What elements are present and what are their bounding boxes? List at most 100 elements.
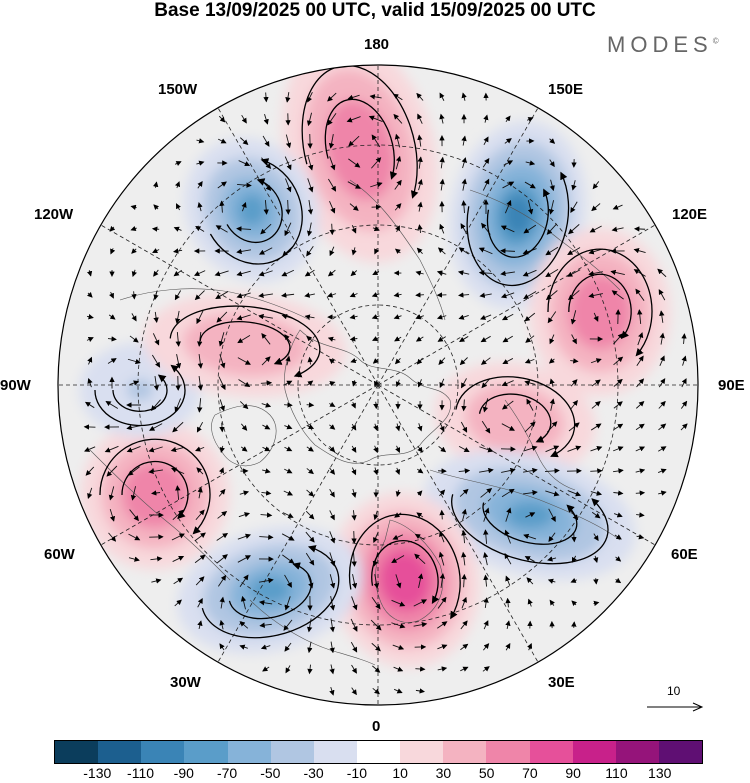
colorbar-swatch-4 <box>227 741 271 763</box>
wind-vector <box>593 600 600 607</box>
wind-vector <box>218 574 227 587</box>
wind-vector <box>105 400 119 409</box>
wind-vector <box>591 379 601 387</box>
wind-vector <box>348 135 360 147</box>
colorbar-ticks: -130 -110 -90 -70 -50 -30 -10 10 30 50 70 90 110 130 <box>0 765 750 783</box>
wind-vector <box>483 597 489 608</box>
wind-vector <box>369 94 382 100</box>
wind-vector <box>571 334 577 345</box>
wind-vector <box>460 643 469 651</box>
wind-vector <box>129 380 140 386</box>
wind-vector <box>480 488 493 498</box>
wind-vector <box>524 181 536 189</box>
wind-vector <box>479 467 494 474</box>
wind-vector <box>658 289 666 301</box>
wind-vector <box>216 554 228 564</box>
wind-vector <box>109 508 116 522</box>
wind-vector <box>86 337 94 342</box>
wind-vector <box>197 620 203 630</box>
wind-vector <box>635 446 646 452</box>
wind-vector <box>637 332 644 346</box>
wind-vector <box>214 270 229 277</box>
wind-vector <box>505 115 511 123</box>
wind-vector <box>329 687 335 696</box>
wind-vector <box>284 574 292 588</box>
wind-vector <box>545 290 558 301</box>
wind-vector <box>85 466 95 476</box>
wind-vector <box>107 358 117 364</box>
wind-vector <box>567 490 582 497</box>
wind-vector <box>589 225 602 233</box>
wind-vector <box>329 467 336 475</box>
wind-vector <box>681 378 687 388</box>
wind-vector <box>304 314 315 320</box>
wind-vector <box>392 644 405 650</box>
wind-vector <box>635 490 646 496</box>
wind-vector <box>394 248 401 255</box>
colorbar-tick-label: -30 <box>303 765 324 781</box>
wind-vector <box>372 665 381 673</box>
lon-label-30w: 30W <box>170 674 201 691</box>
north-atlantic-low-streamline <box>228 562 312 620</box>
wind-vector <box>329 200 336 214</box>
wind-vector <box>327 178 337 192</box>
wind-vector <box>461 508 467 521</box>
wind-vector <box>523 224 537 234</box>
wind-vector <box>570 400 578 410</box>
wind-vector <box>195 509 205 521</box>
wind-vector <box>197 486 203 499</box>
wind-vector <box>373 379 379 387</box>
wind-vector <box>395 467 401 475</box>
wind-vector <box>284 642 292 652</box>
colorbar-swatch-5 <box>270 741 314 763</box>
wind-vector <box>394 179 402 190</box>
wind-vector <box>523 489 538 496</box>
wind-vector <box>525 160 536 166</box>
wind-vector <box>329 156 336 171</box>
wind-vector <box>461 157 467 169</box>
wind-vector <box>172 555 185 562</box>
wind-vector <box>197 354 204 369</box>
wind-vector <box>570 379 578 387</box>
wind-vector <box>527 117 534 123</box>
meridian-line <box>377 224 656 386</box>
wind-vector <box>130 204 137 211</box>
wind-vector <box>348 158 361 168</box>
coastlines <box>89 179 621 666</box>
wind-vector <box>437 644 448 650</box>
wind-vector <box>219 596 225 609</box>
wind-vector <box>523 445 538 452</box>
wind-vector <box>482 666 490 672</box>
wind-vector <box>571 600 578 607</box>
wind-vector <box>327 336 336 342</box>
wind-vector <box>173 577 184 585</box>
wind-vector <box>393 314 402 320</box>
wind-vector <box>501 423 515 431</box>
wind-vector <box>549 159 555 168</box>
wind-vector <box>239 490 250 496</box>
wind-vector <box>505 575 511 586</box>
wind-vector <box>350 357 357 364</box>
wind-vector <box>505 620 511 629</box>
wind-vector <box>460 223 468 235</box>
wind-vector <box>151 490 161 496</box>
wind-vector <box>127 466 140 476</box>
wind-vector <box>461 551 467 566</box>
wind-vector <box>262 135 270 147</box>
wind-vector <box>567 445 582 452</box>
meridian-line <box>377 384 656 546</box>
wind-vector <box>633 269 646 277</box>
reference-vector-arrow <box>647 702 704 712</box>
wind-vector <box>527 200 534 215</box>
wind-vector <box>194 290 205 301</box>
lon-label-150e: 150E <box>548 81 584 98</box>
wind-vector <box>635 401 645 409</box>
wind-vector <box>329 380 336 387</box>
wind-vector <box>523 533 537 540</box>
wind-vector <box>347 181 361 189</box>
wind-vector <box>372 226 380 232</box>
wind-vector <box>461 596 467 609</box>
wind-vector <box>570 201 578 213</box>
wind-vector <box>502 358 514 364</box>
colorbar-tick-label: 50 <box>478 765 495 781</box>
